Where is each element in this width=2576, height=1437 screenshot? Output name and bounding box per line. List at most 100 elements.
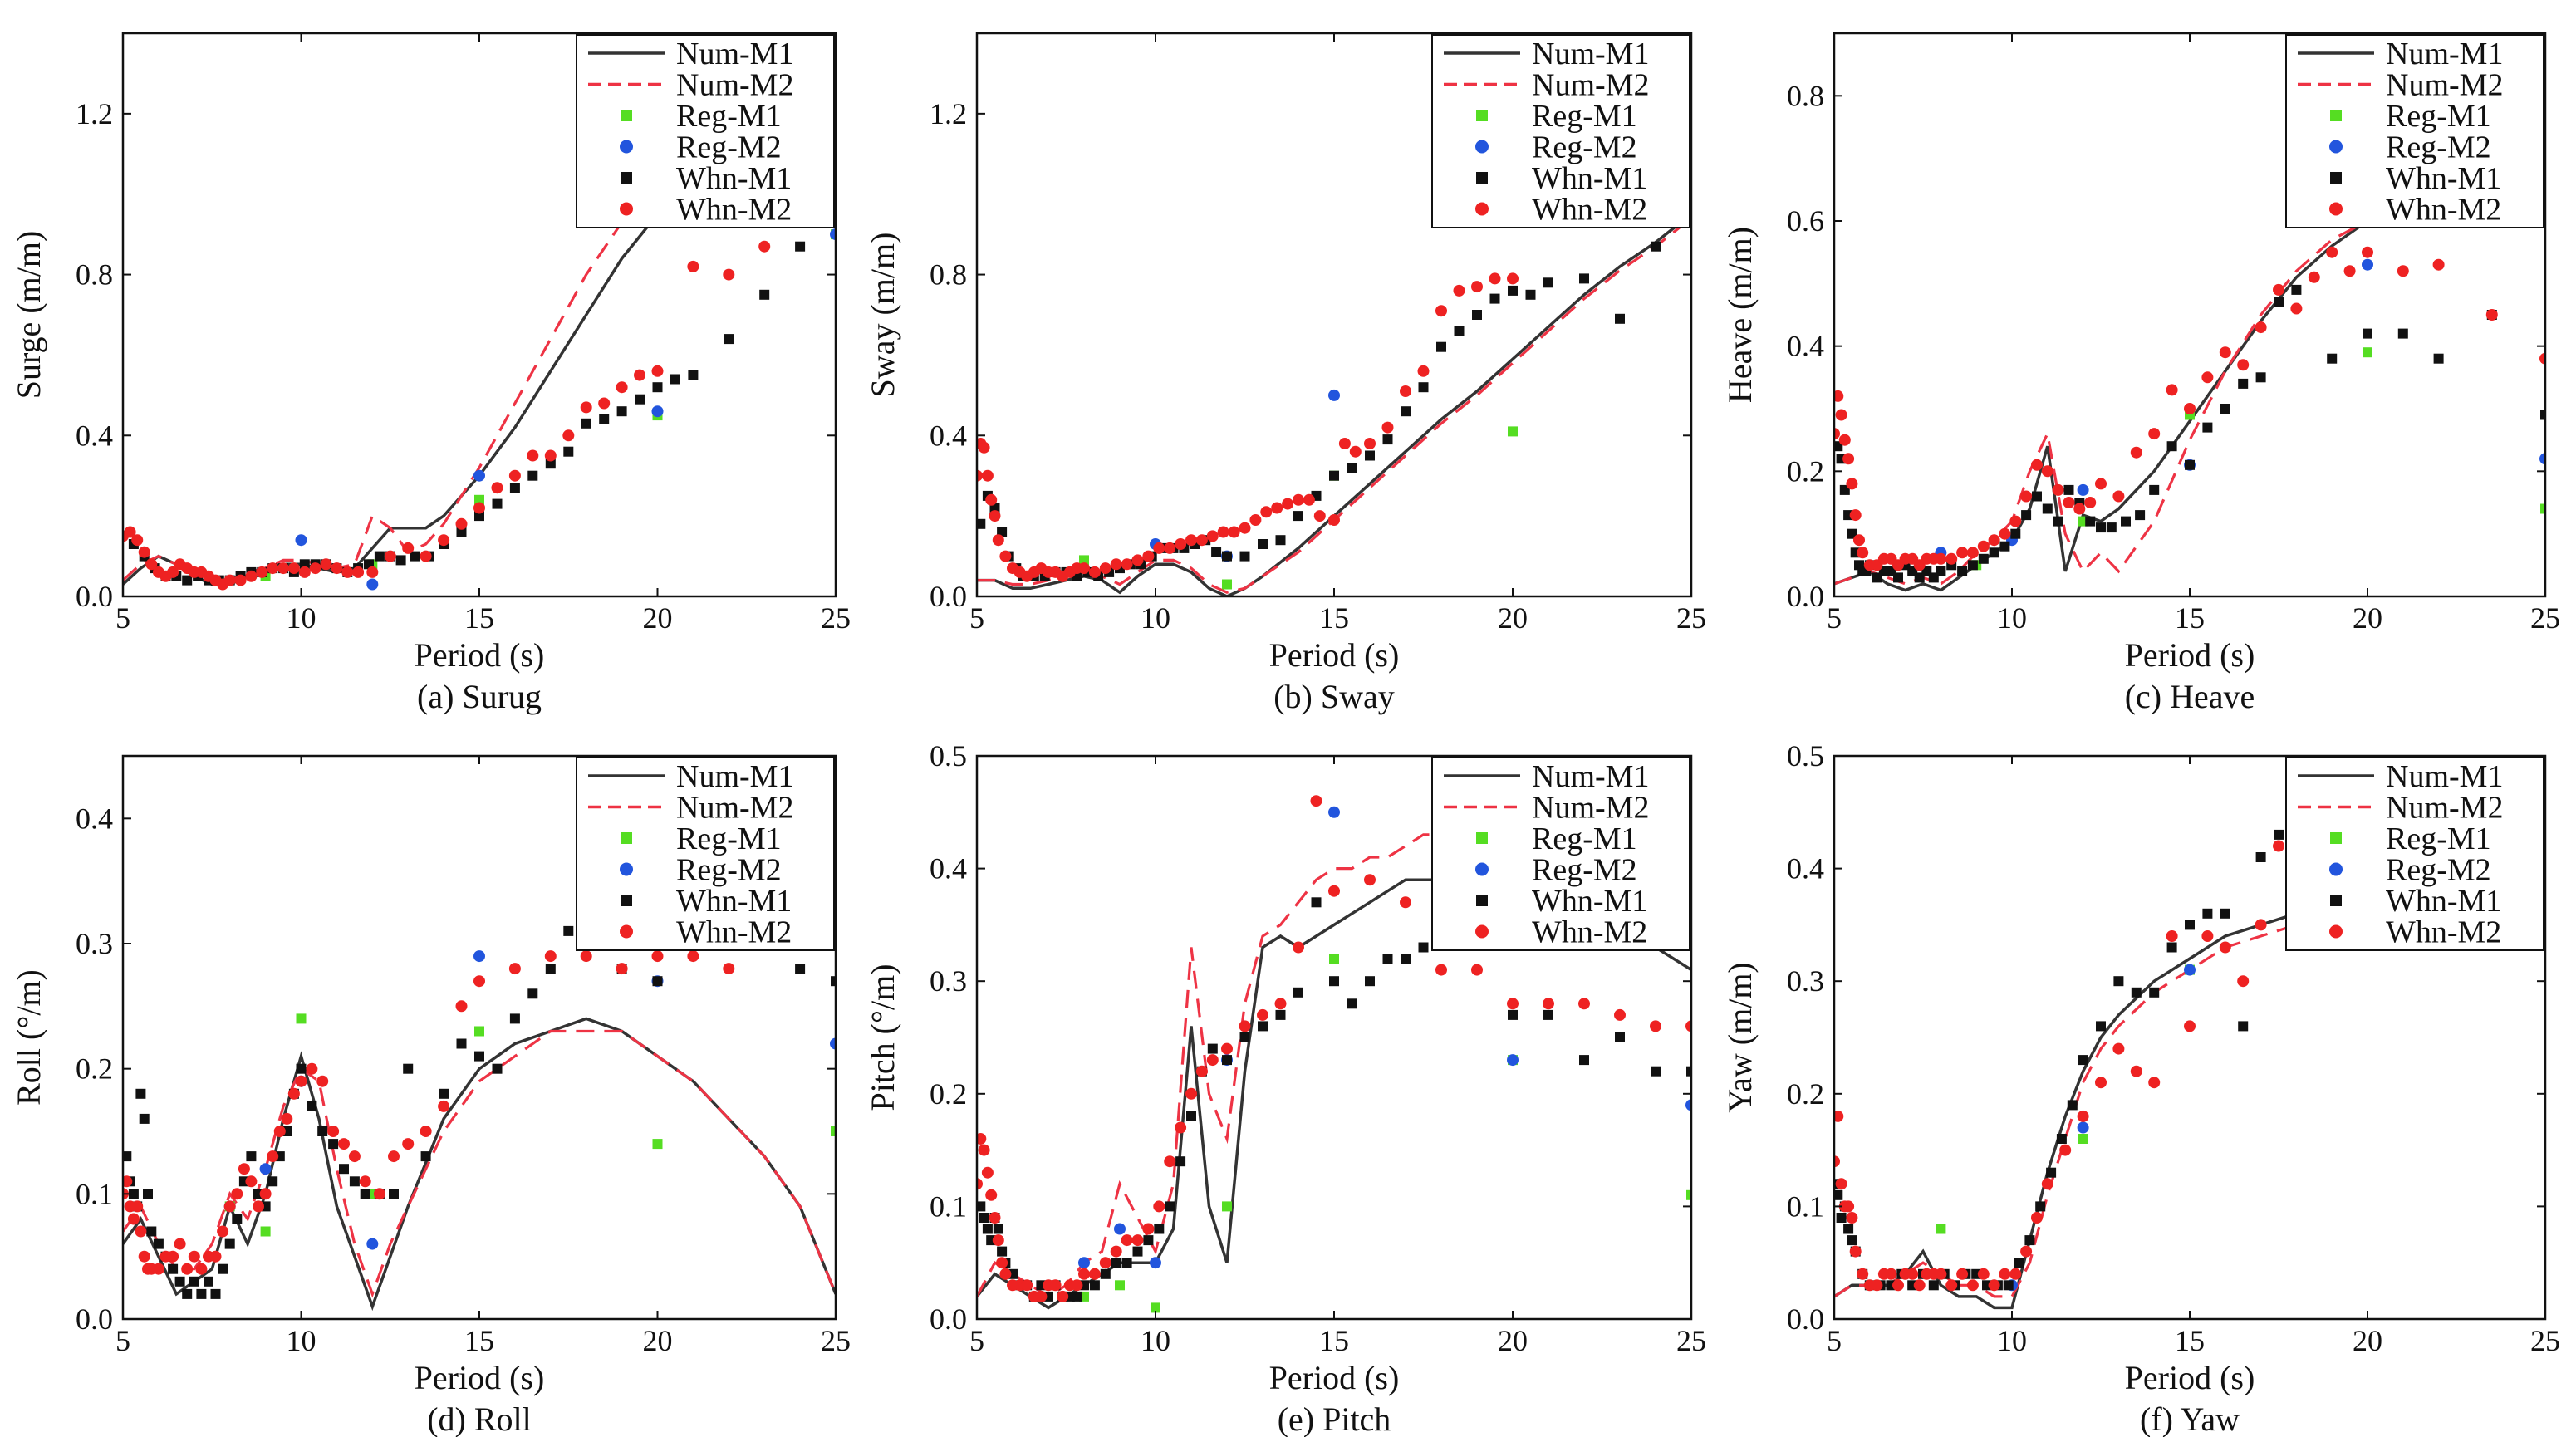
data-point-whn-m2 xyxy=(1021,1279,1033,1292)
x-tick-label: 15 xyxy=(2175,601,2205,635)
data-point-whn-m2 xyxy=(2112,1042,2125,1055)
data-point-whn-m2 xyxy=(1977,540,1990,552)
legend-label-reg-m2: Reg-M2 xyxy=(676,853,782,888)
data-point-whn-m2 xyxy=(402,542,415,554)
data-point-whn-m2 xyxy=(1857,1268,1869,1280)
data-point-whn-m1 xyxy=(759,289,770,300)
data-point-whn-m1 xyxy=(2053,516,2063,527)
panel-3: 5 10 15 20 25 0.0 0.2 0.4 0.6 0.8 Period (s) Heave … xyxy=(1721,32,2560,715)
x-tick-label: 5 xyxy=(1827,601,1842,635)
data-point-whn-m1 xyxy=(563,446,574,457)
data-point-reg-m1 xyxy=(1222,579,1232,590)
data-point-whn-m2 xyxy=(508,469,521,482)
data-point-whn-m1 xyxy=(545,964,556,974)
data-point-whn-m1 xyxy=(2024,1235,2035,1246)
data-point-whn-m2 xyxy=(1057,1290,1069,1302)
data-point-whn-m1 xyxy=(439,1088,449,1099)
y-tick-label: 1.2 xyxy=(76,97,113,130)
legend-label-whn-m1: Whn-M1 xyxy=(1532,884,1647,919)
data-point-reg-m2 xyxy=(473,950,485,963)
x-tick-label: 25 xyxy=(821,1324,851,1357)
data-point-whn-m2 xyxy=(1131,554,1144,566)
data-point-whn-m1 xyxy=(1967,560,1978,571)
data-point-reg-m1 xyxy=(1686,1189,1691,1200)
data-point-whn-m1 xyxy=(182,575,193,586)
data-point-whn-m1 xyxy=(1382,434,1393,445)
data-point-whn-m1 xyxy=(2202,422,2213,433)
legend-swatch-reg-m1 xyxy=(621,110,632,121)
data-point-whn-m1 xyxy=(2274,297,2284,307)
y-axis-label: Pitch (°/m) xyxy=(864,964,901,1111)
data-point-whn-m2 xyxy=(616,381,628,394)
data-point-whn-m1 xyxy=(1839,484,1850,495)
data-point-whn-m1 xyxy=(2149,987,2160,998)
data-point-whn-m1 xyxy=(2166,942,2177,953)
data-point-whn-m2 xyxy=(1435,305,1447,317)
data-point-whn-m1 xyxy=(688,370,699,380)
data-point-whn-m2 xyxy=(267,1150,279,1163)
data-point-whn-m2 xyxy=(1293,493,1304,506)
data-point-whn-m2 xyxy=(1834,428,1840,440)
data-point-whn-m1 xyxy=(1928,1280,1939,1291)
data-point-whn-m2 xyxy=(2052,483,2064,496)
data-point-whn-m2 xyxy=(1471,964,1483,976)
data-point-reg-m1 xyxy=(2078,1134,2088,1144)
data-point-whn-m2 xyxy=(174,1238,186,1250)
legend-swatch-whn-m1 xyxy=(2330,172,2342,184)
y-tick-label: 0.3 xyxy=(76,927,113,960)
y-tick-label: 0.4 xyxy=(1787,852,1824,885)
legend-label-reg-m1: Reg-M1 xyxy=(1532,821,1637,856)
data-point-whn-m1 xyxy=(2131,987,2142,998)
data-point-whn-m2 xyxy=(634,369,645,381)
data-point-whn-m1 xyxy=(296,1063,307,1074)
data-point-whn-m1 xyxy=(2255,852,2266,862)
data-point-whn-m2 xyxy=(1328,514,1340,526)
data-point-whn-m2 xyxy=(320,558,332,571)
data-point-whn-m2 xyxy=(2009,515,2022,527)
data-point-whn-m1 xyxy=(360,1189,370,1199)
data-point-reg-m2 xyxy=(473,469,485,482)
data-point-whn-m2 xyxy=(131,1200,144,1213)
panel-caption: (d) Roll xyxy=(427,1400,532,1437)
legend-box xyxy=(2285,34,2544,228)
data-point-whn-m2 xyxy=(981,1166,994,1179)
data-point-whn-m2 xyxy=(145,558,158,571)
data-point-whn-m2 xyxy=(287,1087,300,1100)
x-tick-label: 10 xyxy=(287,1324,316,1357)
data-point-whn-m2 xyxy=(2112,490,2125,503)
data-point-whn-m2 xyxy=(245,1175,258,1188)
data-point-whn-m1 xyxy=(1418,942,1429,953)
data-point-whn-m2 xyxy=(544,449,557,462)
data-point-whn-m2 xyxy=(2166,930,2178,942)
data-point-whn-m1 xyxy=(1100,1268,1111,1279)
data-point-reg-m2 xyxy=(366,1238,379,1250)
legend-label-num-m2: Num-M2 xyxy=(2386,791,2503,826)
y-axis-label: Roll (°/m) xyxy=(10,969,47,1106)
data-point-whn-m1 xyxy=(527,988,538,999)
data-point-whn-m2 xyxy=(1935,552,1947,565)
data-point-whn-m1 xyxy=(2067,1100,2078,1111)
data-point-whn-m2 xyxy=(992,534,1004,547)
x-axis-label: Period (s) xyxy=(1269,636,1400,674)
data-point-whn-m1 xyxy=(581,418,591,429)
data-point-whn-m2 xyxy=(238,1163,250,1175)
legend-label-whn-m1: Whn-M1 xyxy=(676,884,792,919)
data-point-whn-m2 xyxy=(527,449,539,462)
data-point-whn-m1 xyxy=(2096,1021,2106,1032)
data-point-whn-m2 xyxy=(1892,1279,1904,1292)
data-point-whn-m2 xyxy=(327,1126,340,1137)
data-point-whn-m2 xyxy=(1834,390,1844,402)
data-point-whn-m1 xyxy=(456,1038,467,1049)
panels-group: 5 10 15 20 25 0.0 0.4 0.8 1.2 Period (s) Surge (m/… xyxy=(10,32,2560,1437)
data-point-reg-m2 xyxy=(2539,453,2545,465)
data-point-whn-m2 xyxy=(1088,566,1101,578)
data-point-whn-m1 xyxy=(1893,572,1903,583)
legend-swatch-reg-m2 xyxy=(1475,140,1489,154)
data-point-whn-m1 xyxy=(982,1224,993,1234)
y-tick-label: 0.4 xyxy=(76,802,113,835)
legend-label-whn-m2: Whn-M2 xyxy=(2386,915,2501,950)
y-tick-label: 0.8 xyxy=(1787,79,1824,112)
data-point-whn-m1 xyxy=(979,1213,989,1223)
